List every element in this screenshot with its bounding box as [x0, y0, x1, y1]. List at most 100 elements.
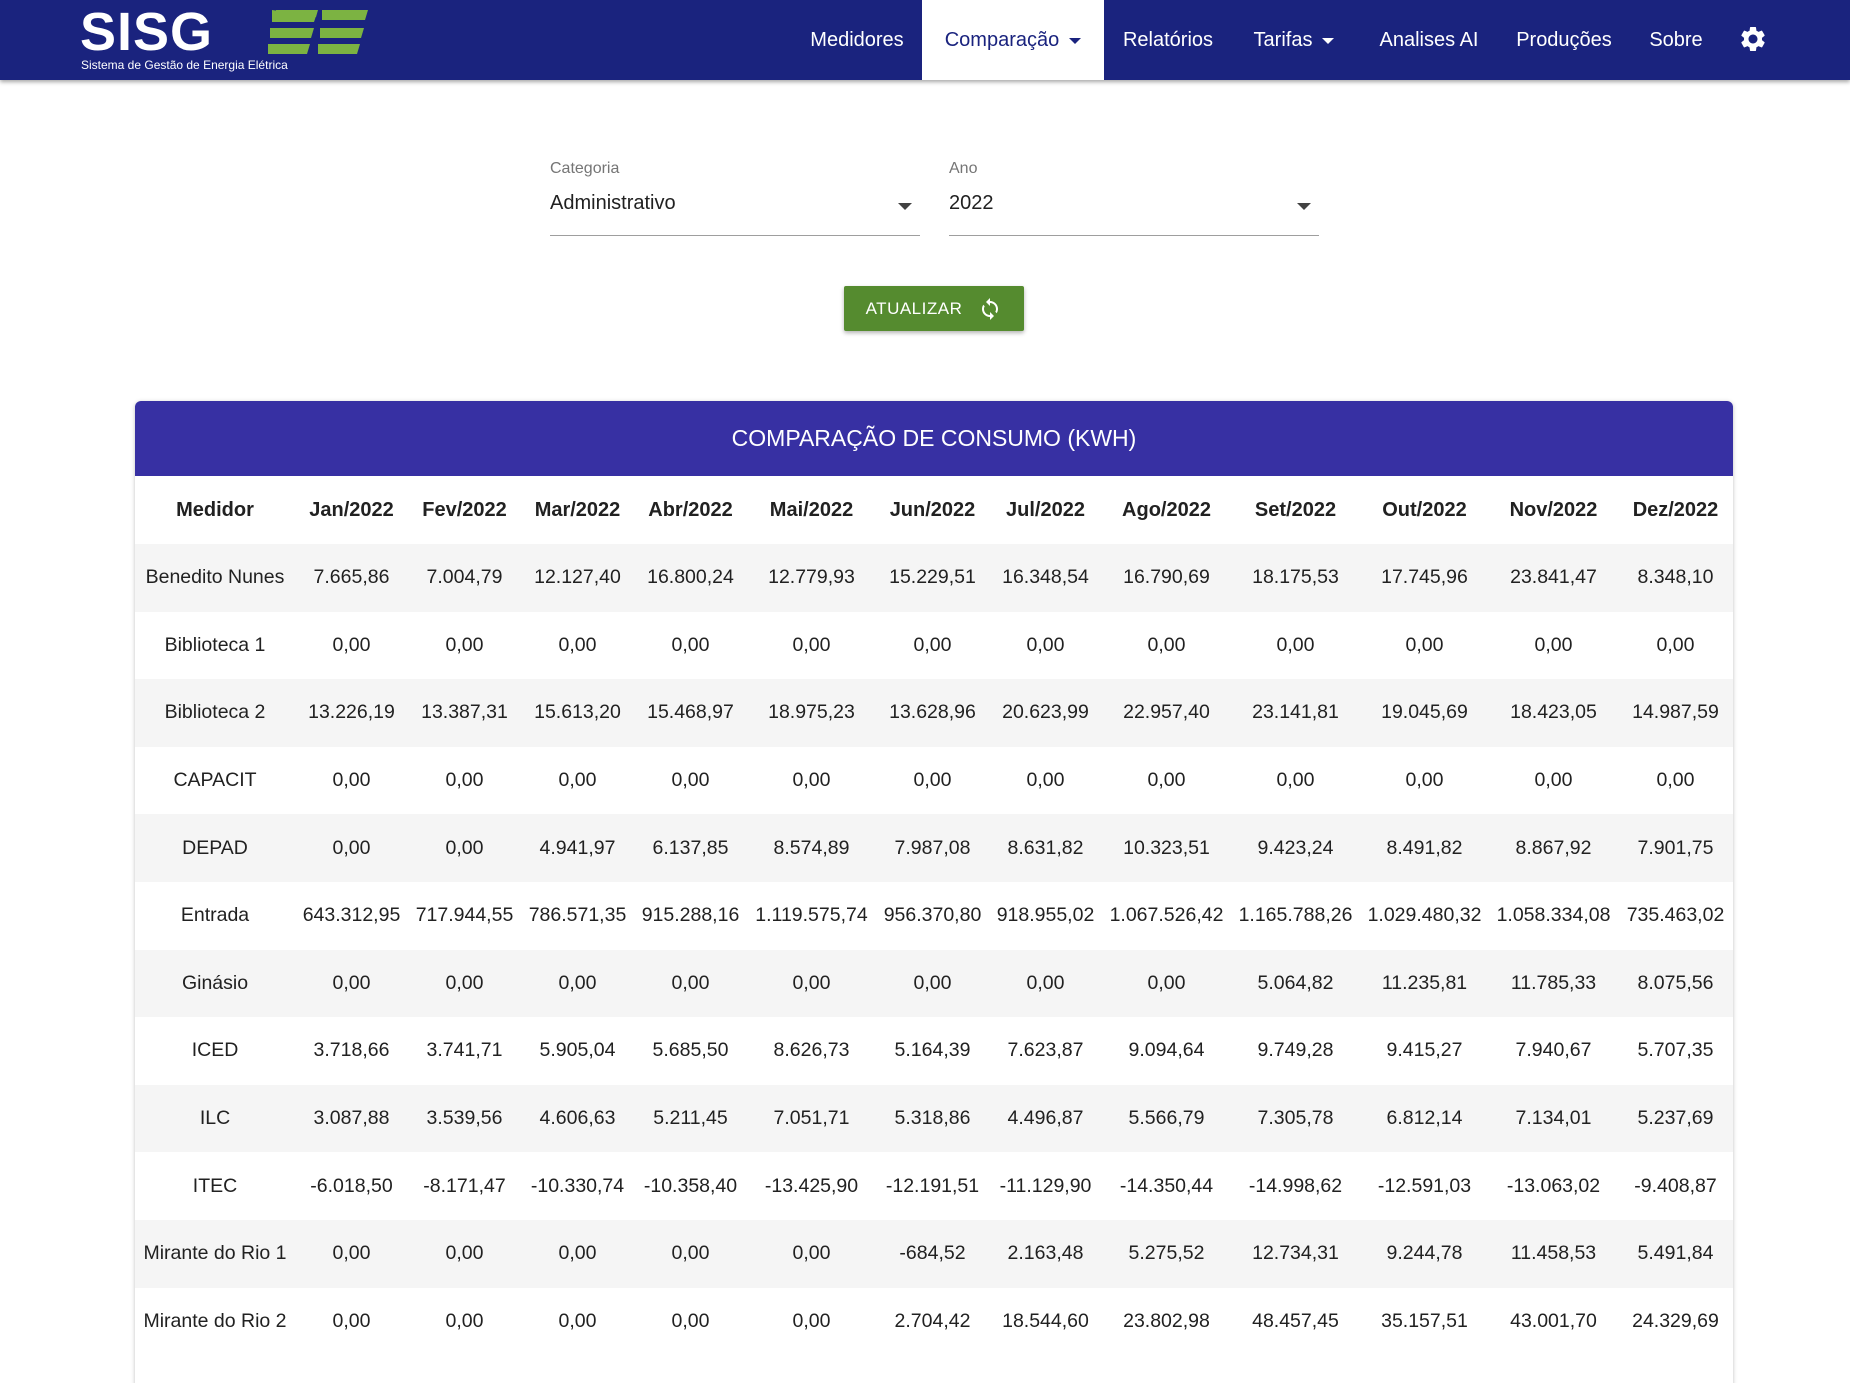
card-header: COMPARAÇÃO DE CONSUMO (KWH) [135, 401, 1733, 476]
consumption-cell: 16.790,69 [1123, 566, 1210, 589]
consumption-cell: 1.119.575,74 [755, 904, 868, 927]
ano-value: 2022 [949, 192, 994, 214]
consumption-cell: 717.944,55 [415, 904, 514, 927]
column-header: Out/2022 [1382, 498, 1467, 521]
consumption-cell: 11.785,33 [1510, 971, 1597, 994]
table-row: CAPACIT 0,00 0,00 0,00 0,00 0,00 0,00 0,00 0,00 0… [135, 746, 1733, 815]
ano-select[interactable]: Ano 2022 [949, 156, 1319, 236]
column-header: Mai/2022 [769, 498, 854, 521]
consumption-cell: 48.457,45 [1252, 1309, 1339, 1332]
consumption-cell: 7.305,78 [1257, 1107, 1334, 1130]
consumption-cell: 0,00 [671, 769, 710, 792]
consumption-cell: -9.408,87 [1634, 1174, 1717, 1197]
consumption-cell: -8.171,47 [423, 1174, 506, 1197]
consumption-cell: 0,00 [332, 971, 371, 994]
consumption-cell: 0,00 [1026, 769, 1065, 792]
table-body: Benedito Nunes 7.665,86 7.004,79 12.127,40 1… [135, 544, 1733, 1356]
consumption-cell: 9.244,78 [1386, 1242, 1463, 1265]
consumption-cell: 5.211,45 [653, 1107, 728, 1130]
consumption-cell: 0,00 [558, 1242, 597, 1265]
consumption-cell: 7.901,75 [1637, 836, 1714, 859]
consumption-cell: -10.358,40 [643, 1174, 738, 1197]
nav-comparacao-label: Comparação [944, 28, 1060, 51]
consumption-cell: 0,00 [1276, 769, 1315, 792]
consumption-cell: -684,52 [899, 1242, 966, 1265]
consumption-cell: 13.628,96 [889, 701, 976, 724]
nav-producoes[interactable]: Produções [1502, 0, 1626, 80]
table-header-row: Medidor Jan/2022 Fev/2022 Mar/2022 Abr/2022 M… [135, 476, 1733, 544]
table-row: Benedito Nunes 7.665,86 7.004,79 12.127,40 1… [135, 544, 1733, 612]
consumption-cell: 0,00 [671, 1309, 710, 1332]
consumption-cell: 18.423,05 [1510, 701, 1597, 724]
consumption-cell: 9.749,28 [1257, 1039, 1334, 1062]
consumption-cell: 0,00 [671, 633, 710, 656]
consumption-cell: 11.458,53 [1510, 1242, 1597, 1265]
table-row: DEPAD 0,00 0,00 4.941,97 6.137,85 8.574,89 7.9… [135, 814, 1733, 882]
consumption-cell: 8.631,82 [1007, 836, 1084, 859]
table-row: Mirante do Rio 1 0,00 0,00 0,00 0,00 0,00 -684… [135, 1219, 1733, 1288]
nav-analises-ai[interactable]: Analises AI [1364, 0, 1494, 80]
consumption-cell: 0,00 [332, 1242, 371, 1265]
column-header: Jun/2022 [889, 498, 976, 521]
meter-name-cell: Mirante do Rio 1 [143, 1242, 287, 1265]
table-row: Ginásio 0,00 0,00 0,00 0,00 0,00 0,00 0,00 0,00 5… [135, 949, 1733, 1018]
consumption-cell: 13.387,31 [421, 701, 508, 724]
consumption-cell: 9.423,24 [1257, 836, 1334, 859]
app-logo[interactable]: SISG Sistema de Gestão de Energia Elétri… [80, 2, 368, 76]
table-row: Biblioteca 1 0,00 0,00 0,00 0,00 0,00 0,00 0,00… [135, 611, 1733, 680]
update-button[interactable]: ATUALIZAR [844, 286, 1024, 331]
column-header: Jul/2022 [1006, 498, 1085, 521]
column-header: Medidor [176, 498, 254, 521]
categoria-select[interactable]: Categoria Administrativo [550, 156, 920, 236]
consumption-cell: 0,00 [332, 633, 371, 656]
meter-name-cell: ITEC [192, 1174, 238, 1197]
consumption-cell: 0,00 [1276, 633, 1315, 656]
consumption-cell: 956.370,80 [883, 904, 982, 927]
nav-relatorios[interactable]: Relatórios [1104, 0, 1232, 80]
nav-tarifas[interactable]: Tarifas [1232, 0, 1356, 80]
consumption-cell: 15.229,51 [889, 566, 976, 589]
consumption-cell: 4.941,97 [539, 836, 616, 859]
consumption-cell: 5.064,82 [1257, 971, 1334, 994]
logo-bars-icon [268, 10, 368, 54]
consumption-cell: 0,00 [558, 971, 597, 994]
nav-tarifas-label: Tarifas [1253, 28, 1313, 51]
consumption-cell: 20.623,99 [1002, 701, 1089, 724]
nav-sobre-label: Sobre [1649, 28, 1703, 51]
consumption-cell: 918.955,02 [996, 904, 1095, 927]
consumption-cell: 0,00 [913, 769, 952, 792]
consumption-cell: -14.998,62 [1248, 1174, 1343, 1197]
meter-name-cell: Biblioteca 1 [164, 633, 266, 656]
consumption-cell: 0,00 [1147, 633, 1186, 656]
consumption-cell: 643.312,95 [302, 904, 401, 927]
consumption-cell: 7.987,08 [894, 836, 971, 859]
logo-text: SISG [80, 2, 214, 62]
consumption-cell: 786.571,35 [528, 904, 627, 927]
consumption-cell: 0,00 [445, 1309, 484, 1332]
consumption-cell: -13.425,90 [764, 1174, 859, 1197]
consumption-cell: 0,00 [1026, 633, 1065, 656]
nav-comparacao[interactable]: Comparação [922, 0, 1104, 80]
meter-name-cell: DEPAD [182, 836, 248, 859]
nav-analises-ai-label: Analises AI [1379, 28, 1479, 51]
consumption-cell: 8.867,92 [1515, 836, 1592, 859]
consumption-cell: 2.704,42 [894, 1309, 971, 1332]
comparison-table: Medidor Jan/2022 Fev/2022 Mar/2022 Abr/2022 M… [135, 476, 1733, 1356]
nav-sobre[interactable]: Sobre [1634, 0, 1718, 80]
consumption-cell: 0,00 [445, 1242, 484, 1265]
nav-medidores[interactable]: Medidores [792, 0, 922, 80]
table-row: Mirante do Rio 2 0,00 0,00 0,00 0,00 0,00 2.70… [135, 1287, 1733, 1356]
consumption-cell: 5.275,52 [1128, 1242, 1205, 1265]
consumption-cell: 0,00 [445, 769, 484, 792]
gear-icon[interactable] [1738, 24, 1768, 54]
consumption-cell: 43.001,70 [1510, 1309, 1597, 1332]
refresh-icon [982, 297, 999, 320]
chevron-down-icon [1069, 38, 1082, 44]
consumption-cell: -13.063,02 [1506, 1174, 1601, 1197]
consumption-cell: 2.163,48 [1007, 1242, 1084, 1265]
card-title: COMPARAÇÃO DE CONSUMO (KWH) [731, 425, 1137, 451]
consumption-cell: 10.323,51 [1123, 836, 1210, 859]
meter-name-cell: ICED [191, 1039, 239, 1062]
nav-producoes-label: Produções [1516, 28, 1612, 51]
consumption-cell: 0,00 [792, 1242, 831, 1265]
